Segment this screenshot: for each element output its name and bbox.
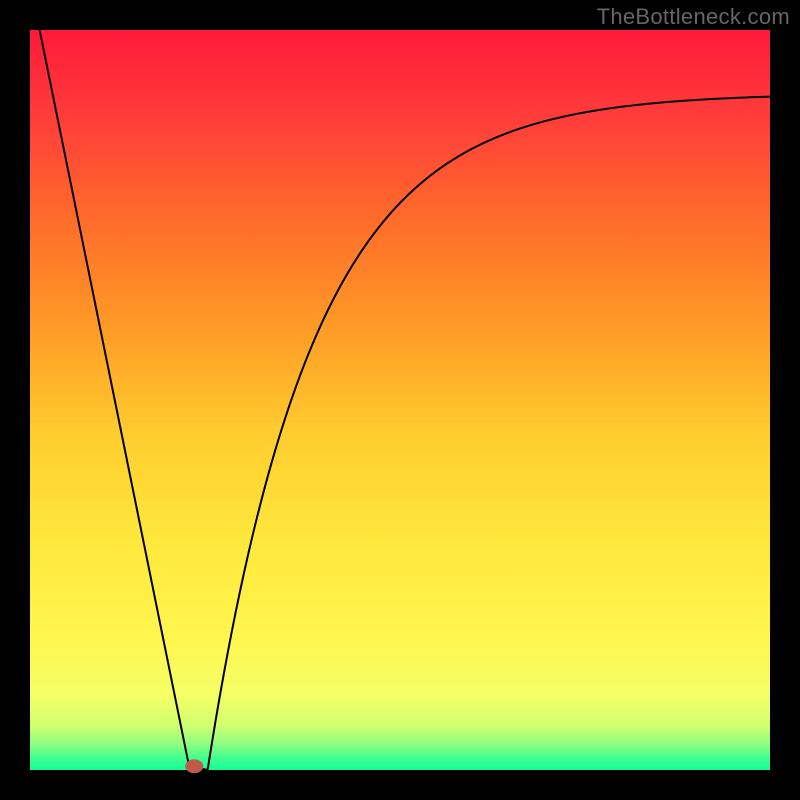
watermark-text: TheBottleneck.com [597,4,790,30]
chart-stage: TheBottleneck.com [0,0,800,800]
chart-svg [0,0,800,800]
gradient-plot-area [30,30,770,770]
marker-point [185,759,203,773]
